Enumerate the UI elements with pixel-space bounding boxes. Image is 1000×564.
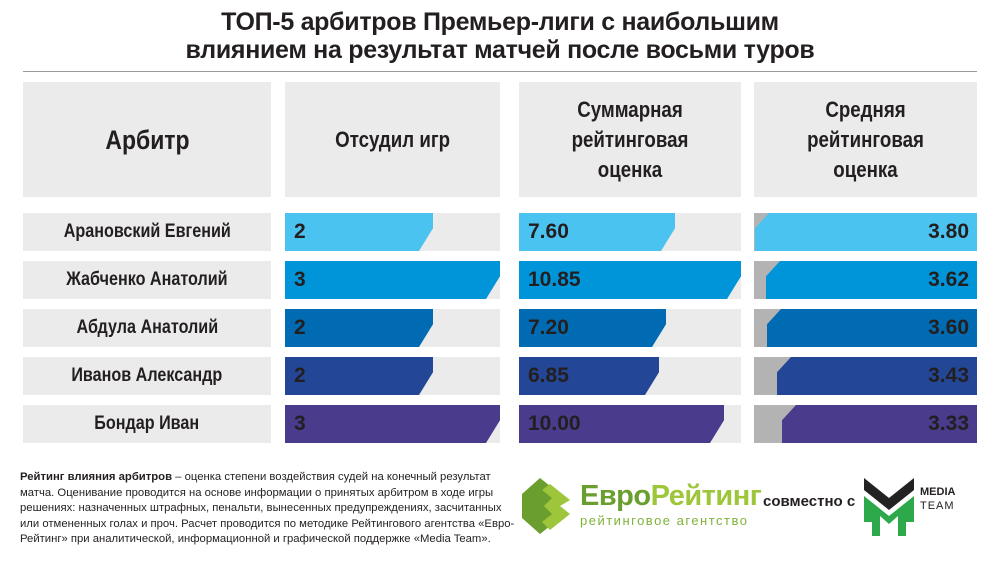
title-line-1: ТОП-5 арбитров Премьер-лиги с наибольшим [221, 8, 779, 36]
referee-name: Жабченко Анатолий [23, 261, 271, 299]
avg-rating-value: 3.43 [928, 364, 969, 387]
sum-rating-value: 6.85 [528, 364, 569, 387]
games-value: 3 [294, 268, 306, 291]
avg-rating-cell: 3.33 [754, 405, 977, 443]
games-value: 2 [294, 316, 306, 339]
sum-rating-cell: 7.20 [519, 309, 741, 347]
eurorating-subtitle: рейтинговое агентство [580, 513, 749, 528]
avg-rating-value: 3.60 [928, 316, 969, 339]
title-line-2: влиянием на результат матчей после восьм… [185, 36, 815, 64]
avg-rating-cell: 3.80 [754, 213, 977, 251]
referee-name: Арановский Евгений [23, 213, 271, 251]
games-cell: 3 [285, 405, 500, 443]
avg-rating-value: 3.80 [928, 220, 969, 243]
games-cell: 2 [285, 309, 500, 347]
sum-rating-value: 10.85 [528, 268, 581, 291]
games-cell: 2 [285, 213, 500, 251]
avg-rating-bar [777, 357, 977, 395]
sum-rating-bar [519, 309, 666, 347]
sum-rating-bar [519, 357, 659, 395]
media-team-logo-icon [864, 478, 914, 536]
games-value: 2 [294, 364, 306, 387]
header-sum-rating: Суммарная рейтинговая оценка [519, 82, 741, 197]
games-bar [285, 261, 500, 299]
eurorating-logo-text: ЕвроРейтинг [580, 480, 762, 512]
avg-rating-cell: 3.43 [754, 357, 977, 395]
avg-rating-cell: 3.62 [754, 261, 977, 299]
avg-rating-bar [782, 405, 977, 443]
sum-rating-bar [519, 213, 675, 251]
sum-rating-bar [519, 261, 741, 299]
avg-rating-bar [767, 309, 977, 347]
avg-rating-bar [766, 261, 977, 299]
games-value: 2 [294, 220, 306, 243]
sum-rating-cell: 6.85 [519, 357, 741, 395]
sum-rating-cell: 10.00 [519, 405, 741, 443]
title-divider [23, 71, 977, 72]
avg-rating-value: 3.62 [928, 268, 969, 291]
games-bar [285, 357, 433, 395]
header-avg-rating: Средняя рейтинговая оценка [754, 82, 977, 197]
page-title: ТОП-5 арбитров Премьер-лиги с наибольшим… [0, 8, 1000, 64]
avg-rating-cell: 3.60 [754, 309, 977, 347]
games-bar [285, 309, 433, 347]
sum-rating-bar [519, 405, 724, 443]
games-bar [285, 213, 433, 251]
header-games: Отсудил игр [285, 82, 500, 197]
games-bar [285, 405, 500, 443]
sum-rating-cell: 7.60 [519, 213, 741, 251]
avg-rating-value: 3.33 [928, 412, 969, 435]
games-value: 3 [294, 412, 306, 435]
sum-rating-value: 7.20 [528, 316, 569, 339]
referee-name: Бондар Иван [23, 405, 271, 443]
sum-rating-cell: 10.85 [519, 261, 741, 299]
sum-rating-value: 10.00 [528, 412, 581, 435]
methodology-note: Рейтинг влияния арбитров – оценка степен… [20, 471, 515, 546]
together-with-label: совместно с [763, 493, 856, 510]
referee-name: Абдула Анатолий [23, 309, 271, 347]
games-cell: 3 [285, 261, 500, 299]
media-team-logo-text: MEDIA TEAM [920, 486, 956, 512]
sum-rating-value: 7.60 [528, 220, 569, 243]
referee-name: Иванов Александр [23, 357, 271, 395]
games-cell: 2 [285, 357, 500, 395]
header-referee: Арбитр [23, 82, 271, 197]
eurorating-logo-icon [522, 478, 570, 534]
avg-rating-bar [755, 213, 977, 251]
